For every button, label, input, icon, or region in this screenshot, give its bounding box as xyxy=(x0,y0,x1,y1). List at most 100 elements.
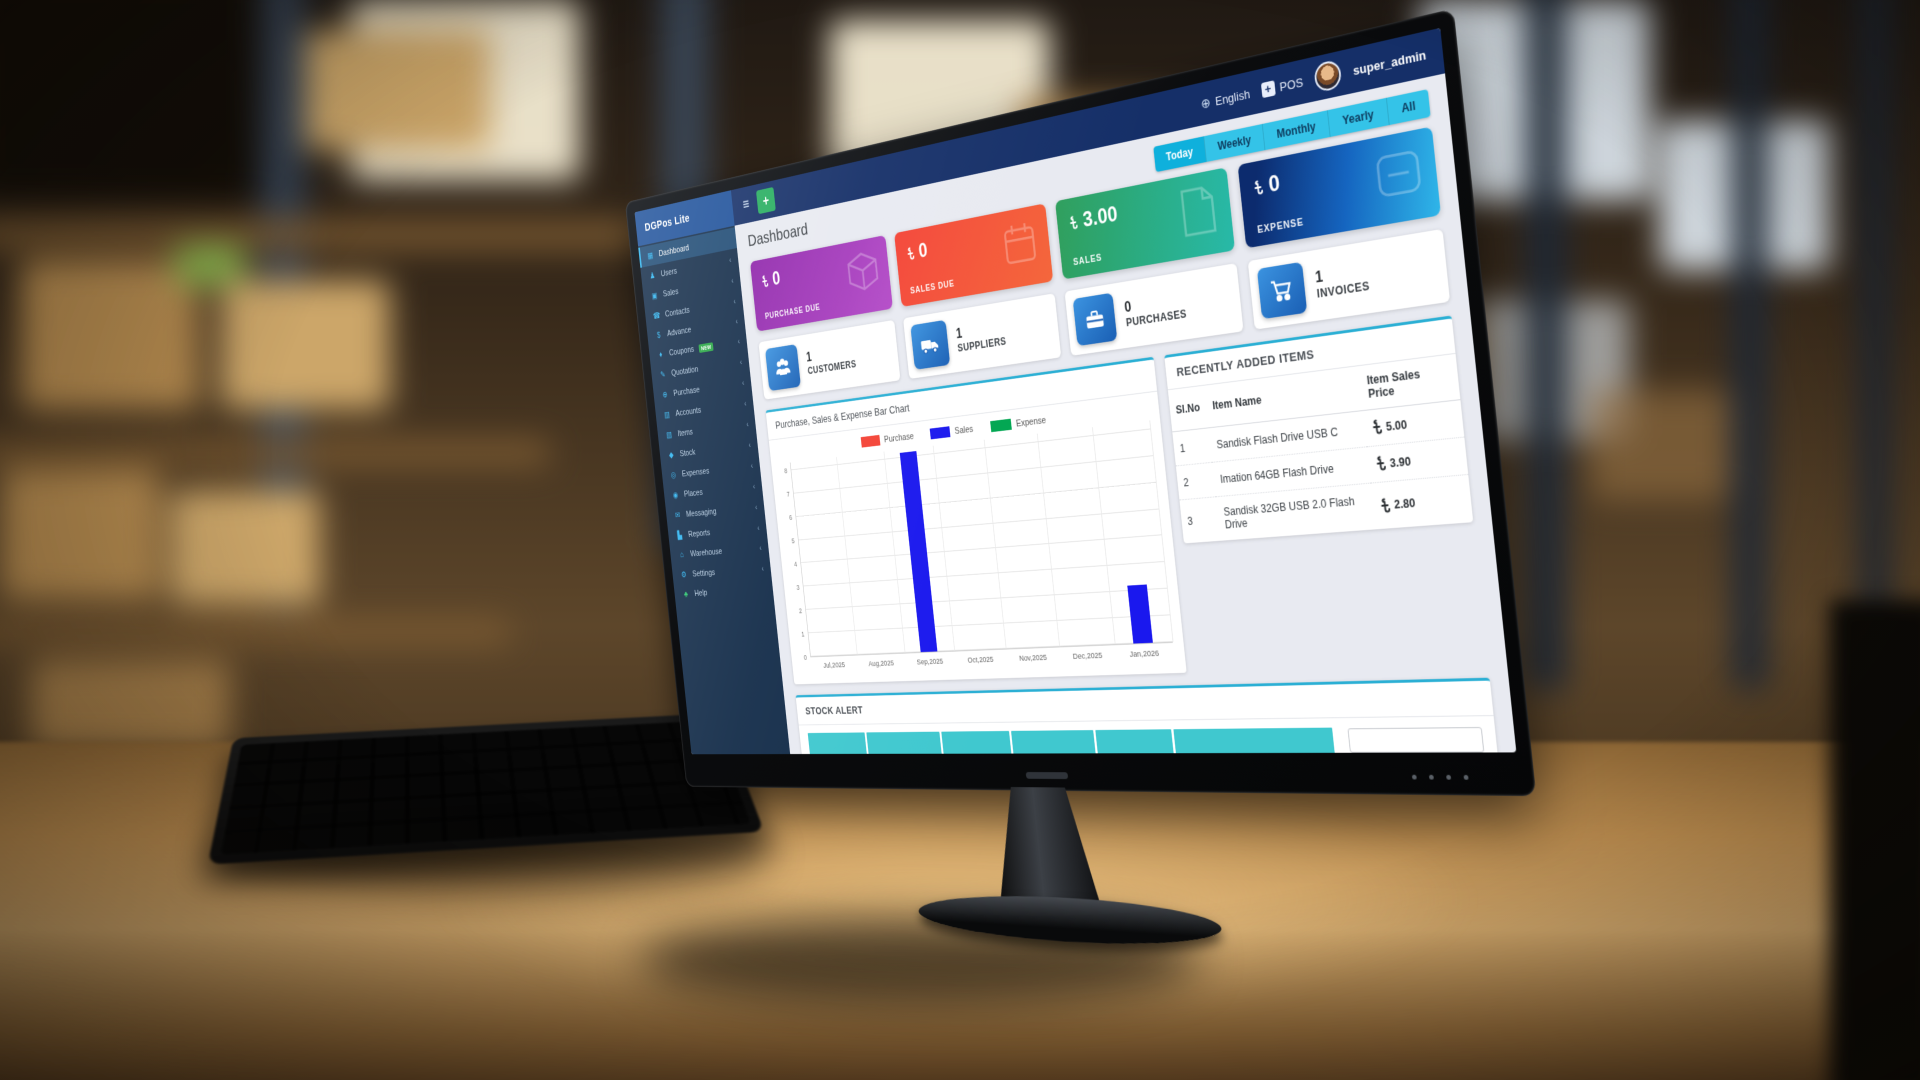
item-price: 3.90 xyxy=(1389,454,1412,470)
dashboard-icon: ▦ xyxy=(647,250,654,261)
stock-header-cell xyxy=(1173,727,1335,755)
gridline xyxy=(800,534,1162,564)
gridline xyxy=(803,561,1164,587)
y-tick-label: 5 xyxy=(791,536,795,545)
tab-yearly[interactable]: Yearly xyxy=(1327,98,1389,138)
purchases-card[interactable]: 0 PURCHASES xyxy=(1064,263,1244,356)
sidebar-item-label: Purchase xyxy=(672,384,701,398)
chevron-left-icon: ‹ xyxy=(759,543,763,553)
chevron-left-icon: ‹ xyxy=(756,523,760,533)
quotation-icon: ✎ xyxy=(659,370,666,380)
sidebar-item-label: Advance xyxy=(666,325,692,339)
sidebar-item-label: Places xyxy=(683,487,704,499)
customers-card[interactable]: 1 CUSTOMERS xyxy=(758,319,901,400)
expenses-icon: ◎ xyxy=(670,470,677,481)
legend-swatch xyxy=(929,426,951,440)
accounts-icon: ▥ xyxy=(663,410,671,420)
purchase-due-label: PURCHASE DUE xyxy=(764,302,821,322)
chart-plot-area xyxy=(789,420,1174,658)
tab-today[interactable]: Today xyxy=(1153,136,1207,173)
invoices-card[interactable]: 1 INVOICES xyxy=(1247,228,1451,330)
y-tick-label: 7 xyxy=(786,490,791,499)
taka-icon xyxy=(1375,455,1388,472)
y-tick-label: 6 xyxy=(788,513,793,522)
monitor-buttons[interactable] xyxy=(1411,774,1469,780)
globe-icon: ⊕ xyxy=(1200,94,1212,112)
legend-swatch xyxy=(990,418,1012,433)
cardboard-box xyxy=(0,470,160,600)
user-avatar[interactable] xyxy=(1313,58,1343,94)
contacts-icon: ☎ xyxy=(652,311,661,322)
gridline xyxy=(1149,420,1174,642)
places-icon: ◉ xyxy=(672,490,679,501)
cardboard-box xyxy=(170,490,320,605)
pos-button[interactable]: + POS xyxy=(1260,74,1304,99)
chevron-left-icon: ‹ xyxy=(746,419,750,430)
cardboard-box xyxy=(20,260,200,410)
legend-swatch xyxy=(860,434,881,448)
chevron-left-icon: ‹ xyxy=(735,316,739,327)
column-slno: Sl.No xyxy=(1167,385,1209,432)
sidebar-item-label: Accounts xyxy=(675,405,702,418)
x-tick-label: Aug,2025 xyxy=(868,658,895,669)
expense-label: EXPENSE xyxy=(1256,216,1305,236)
language-selector[interactable]: ⊕ English xyxy=(1200,85,1250,112)
minus-card-icon xyxy=(1368,138,1430,209)
truck-icon xyxy=(910,319,950,370)
page-title: Dashboard xyxy=(746,219,809,251)
monitor-logo xyxy=(1025,772,1069,780)
dark-object-right xyxy=(1830,600,1920,1080)
hamburger-menu-icon[interactable]: ≡ xyxy=(742,195,751,214)
settings-icon: ⚙ xyxy=(680,570,687,580)
chevron-left-icon: ‹ xyxy=(748,440,752,450)
shelf-beam xyxy=(1525,0,1567,690)
coupons-icon: ♦ xyxy=(658,350,663,360)
stock-header-cell xyxy=(866,731,943,755)
customers-icon xyxy=(765,344,801,392)
gridline xyxy=(808,614,1170,634)
add-button[interactable]: + xyxy=(756,186,776,215)
screen: DGPos Lite ≡ + ⊕ English + POS xyxy=(634,27,1517,755)
tab-monthly[interactable]: Monthly xyxy=(1262,110,1330,151)
stock-search-input[interactable] xyxy=(1347,727,1485,753)
x-tick-label: Oct,2025 xyxy=(967,655,994,666)
advance-icon: $ xyxy=(656,330,661,341)
warehouse-icon: ⌂ xyxy=(679,550,685,560)
stock-alert-panel: STOCK ALERT xyxy=(795,677,1501,755)
y-tick-label: 8 xyxy=(783,466,788,475)
tab-weekly[interactable]: Weekly xyxy=(1203,124,1265,162)
item-number: 3 xyxy=(1186,514,1194,528)
green-label xyxy=(175,245,245,285)
briefcase-icon xyxy=(1072,292,1118,347)
x-tick-label: Sep,2025 xyxy=(916,656,944,667)
taka-icon xyxy=(1379,497,1392,514)
taka-icon xyxy=(1371,419,1384,437)
expense-amount: 0 xyxy=(1267,170,1282,198)
messaging-icon: ✉ xyxy=(674,510,681,521)
x-tick-label: Dec,2025 xyxy=(1072,650,1103,662)
x-tick-label: Jan,2026 xyxy=(1129,648,1160,660)
bar-sales-Jan,2026[interactable] xyxy=(1127,584,1153,644)
taka-icon xyxy=(906,246,916,262)
chevron-left-icon: ‹ xyxy=(750,461,754,471)
tab-all[interactable]: All xyxy=(1385,89,1431,126)
y-tick-label: 4 xyxy=(793,560,798,569)
pos-label: POS xyxy=(1278,74,1304,94)
sidebar-item-label: Dashboard xyxy=(658,242,690,259)
sidebar-item-label: Coupons xyxy=(668,344,695,358)
document-icon xyxy=(1170,178,1225,244)
username[interactable]: super_admin xyxy=(1352,46,1427,78)
sidebar-item-label: Quotation xyxy=(670,364,699,378)
language-label: English xyxy=(1214,86,1251,108)
stock-table-header xyxy=(807,727,1335,755)
stock-header-cell xyxy=(941,730,1012,755)
y-tick-label: 2 xyxy=(798,606,803,615)
cardboard-box xyxy=(1590,390,1730,500)
sidebar-item-label: Users xyxy=(660,266,678,279)
suppliers-card[interactable]: 1 SUPPLIERS xyxy=(902,293,1062,379)
y-tick-label: 1 xyxy=(801,630,805,639)
bar-chart-panel: Purchase, Sales & Expense Bar Chart Purc… xyxy=(765,356,1187,685)
items-icon: ▧ xyxy=(665,430,673,440)
sidebar-item-label: Expenses xyxy=(681,466,710,479)
item-number: 1 xyxy=(1171,427,1213,466)
